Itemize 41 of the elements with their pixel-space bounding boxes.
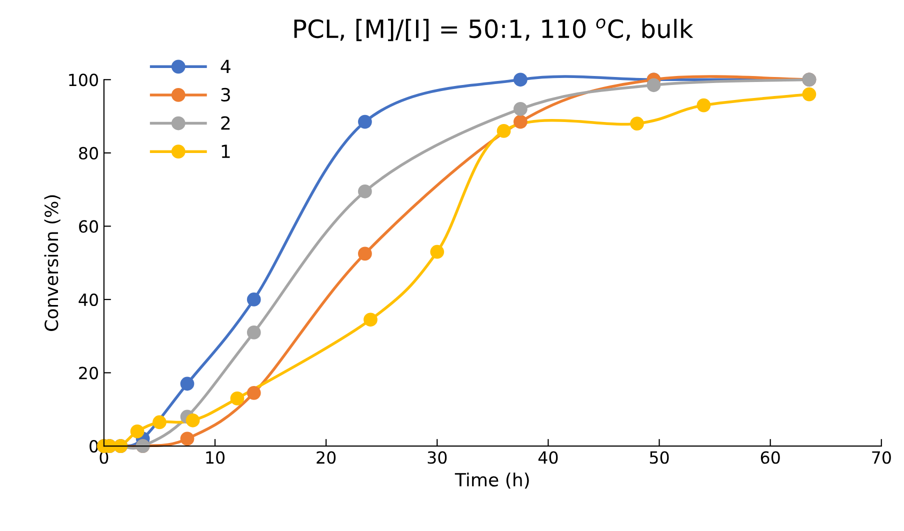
point [630, 116, 644, 131]
point [358, 114, 372, 129]
point [152, 415, 166, 430]
point [646, 78, 661, 92]
legend-label: 4 [220, 60, 230, 73]
point [358, 246, 372, 261]
point [358, 184, 372, 198]
x-tick-label: 60 [760, 451, 780, 464]
x-tick-label: 50 [650, 451, 669, 464]
x-tick-label: 30 [428, 451, 447, 464]
x-axis-title: Time (h) [454, 472, 529, 489]
point [180, 432, 194, 446]
x-tick-label: 40 [538, 451, 558, 464]
point [246, 326, 261, 340]
point [802, 87, 816, 102]
y-tick-label: 100 [69, 74, 98, 86]
x-tick-label: 20 [316, 451, 336, 464]
point [496, 124, 511, 138]
y-tick-label: 20 [79, 366, 98, 380]
point [180, 376, 194, 391]
x-tick-label: 70 [872, 451, 891, 464]
y-tick-label: 80 [79, 146, 98, 160]
legend-label: 2 [221, 116, 230, 130]
legend-label: 3 [221, 88, 230, 102]
point [246, 292, 261, 306]
point [364, 312, 378, 327]
point [514, 102, 528, 116]
y-axis-title: Conversion (%) [44, 195, 60, 331]
point [430, 244, 444, 259]
point [130, 424, 144, 438]
point [514, 72, 528, 87]
point [186, 413, 200, 428]
point [514, 114, 528, 129]
legend-label: 1 [222, 144, 230, 158]
x-tick-label: 10 [206, 451, 225, 464]
point [696, 98, 711, 112]
chart-title: PCL, [M]/[I] = 50:1, 110 $^{o}$C, bulk [294, 18, 694, 42]
point [246, 386, 261, 400]
y-tick-label: 60 [79, 220, 98, 233]
y-tick-label: 40 [78, 293, 98, 306]
point [230, 391, 244, 406]
